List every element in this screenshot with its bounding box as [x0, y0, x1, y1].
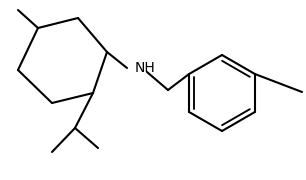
Text: NH: NH: [135, 61, 156, 75]
